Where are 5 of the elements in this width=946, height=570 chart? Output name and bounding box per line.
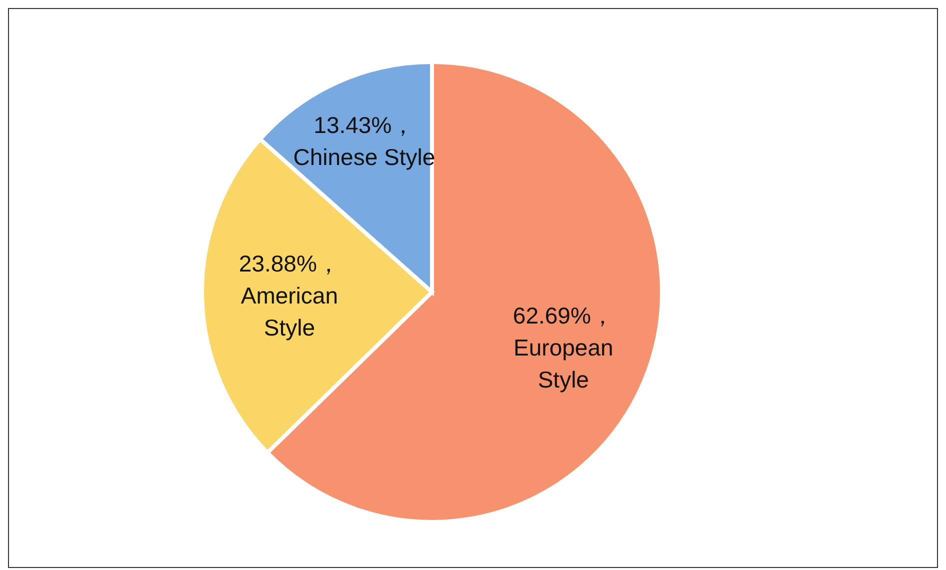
data-label: 23.88%， — [238, 250, 340, 276]
slice-label: American Style — [240, 282, 338, 340]
slice-label: European Style — [514, 334, 614, 392]
data-label: 13.43%， — [314, 112, 415, 138]
data-label: 62.69%， — [512, 302, 614, 328]
